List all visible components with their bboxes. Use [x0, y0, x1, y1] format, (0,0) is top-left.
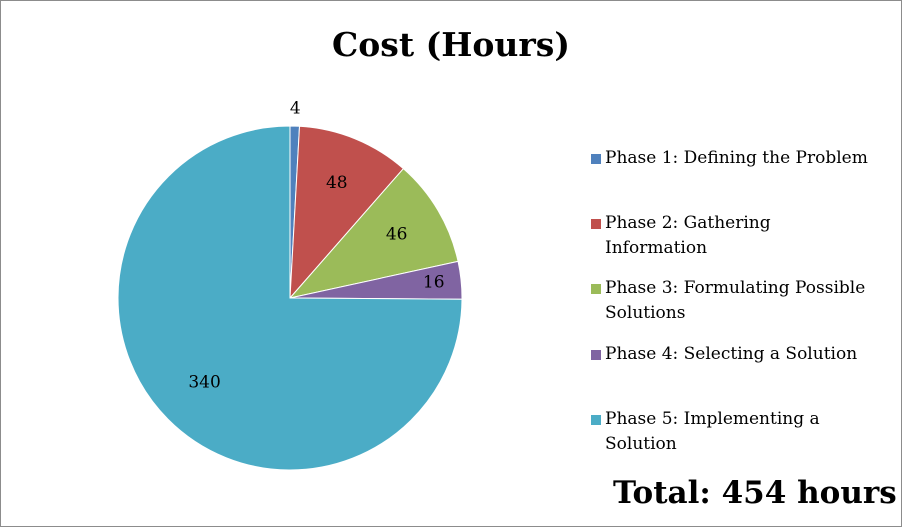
- data-label-phase-2: 48: [326, 173, 348, 193]
- pie-slice-phase-3: [288, 167, 459, 299]
- data-label-phase-4: 16: [423, 273, 445, 293]
- legend-label-phase-2: Phase 2: Gathering Information: [605, 211, 885, 261]
- chart-title: Cost (Hours): [332, 25, 570, 64]
- legend-label-phase-4: Phase 4: Selecting a Solution: [605, 342, 885, 367]
- legend-label-line: Solution: [605, 434, 677, 454]
- legend-label-line: Phase 4: Selecting a Solution: [605, 344, 858, 364]
- legend-swatch-phase-2: [591, 219, 601, 229]
- legend-label-line: Information: [605, 238, 708, 258]
- data-label-phase-5: 340: [188, 372, 220, 392]
- total-hours: Total: 454 hours: [613, 475, 897, 511]
- legend-label-phase-3: Phase 3: Formulating Possible Solutions: [605, 276, 885, 326]
- legend-swatch-phase-5: [591, 415, 601, 425]
- legend-label-line: Phase 5: Implementing a: [605, 409, 820, 429]
- legend-swatch-phase-3: [591, 284, 601, 294]
- data-label-phase-3: 46: [386, 225, 408, 245]
- legend-label-phase-5: Phase 5: Implementing a Solution: [605, 407, 885, 457]
- pie-slice-phase-2: [289, 125, 405, 300]
- legend-label-line: Phase 3: Formulating Possible: [605, 278, 866, 298]
- legend-label-line: Phase 1: Defining the Problem: [605, 148, 868, 168]
- legend-label-line: Phase 2: Gathering: [605, 213, 771, 233]
- legend-label-phase-1: Phase 1: Defining the Problem: [605, 146, 885, 171]
- data-label-phase-1: 4: [290, 98, 301, 118]
- legend-swatch-phase-1: [591, 154, 601, 164]
- legend-label-line: Solutions: [605, 303, 686, 323]
- legend-swatch-phase-4: [591, 350, 601, 360]
- pie-slice-phase-5: [117, 125, 463, 471]
